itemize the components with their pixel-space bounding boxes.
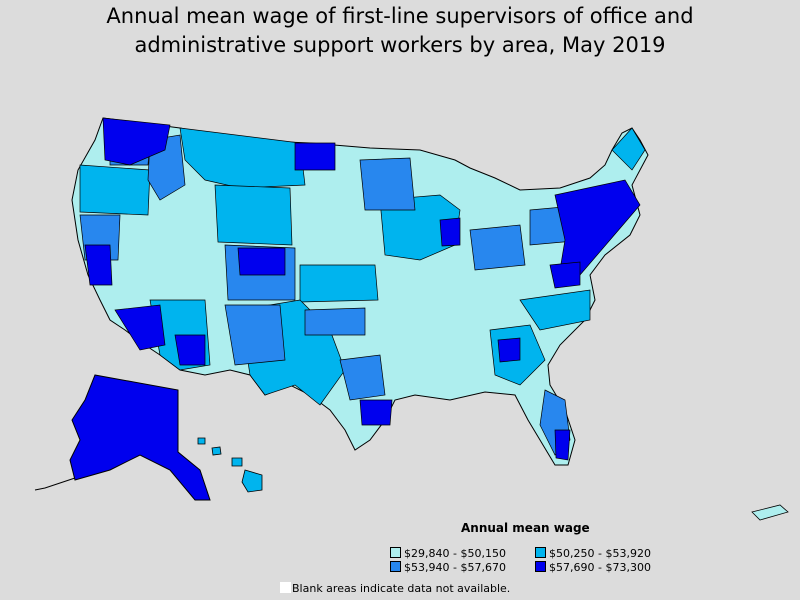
legend-swatch-1 xyxy=(390,547,401,558)
map-title: Annual mean wage of first-line superviso… xyxy=(0,2,800,60)
oklahoma-region xyxy=(304,307,366,336)
hawaii-kauai xyxy=(197,437,206,445)
texas-east-region xyxy=(339,354,386,401)
legend-item-2: $50,250 - $53,920 xyxy=(535,547,651,560)
colorado-denver-region xyxy=(237,247,286,276)
minnesota-region xyxy=(359,157,416,211)
legend-swatch-2 xyxy=(535,547,546,558)
maine-region xyxy=(611,127,646,171)
california-bay-region xyxy=(84,244,113,286)
alaska-aleutians xyxy=(34,477,76,491)
legend-item-4: $57,690 - $73,300 xyxy=(535,561,651,574)
hawaii xyxy=(197,437,263,493)
oregon-region xyxy=(79,164,151,216)
hawaii-big-island xyxy=(241,469,263,493)
texas-houston-region xyxy=(359,399,393,426)
legend-label-4: $57,690 - $73,300 xyxy=(549,561,651,574)
region-group-57690-73300 xyxy=(84,117,641,461)
new-mexico-region xyxy=(224,304,286,366)
ohio-region xyxy=(469,224,526,271)
dc-region xyxy=(549,261,581,289)
alaska xyxy=(69,374,211,501)
kansas-region xyxy=(299,264,379,303)
washington-west-region xyxy=(102,117,171,166)
title-line-1: Annual mean wage of first-line superviso… xyxy=(106,4,694,28)
legend-swatch-3 xyxy=(390,561,401,572)
note-text: Blank areas indicate data not available. xyxy=(292,582,511,595)
hawaii-oahu xyxy=(211,446,222,456)
legend-title: Annual mean wage xyxy=(461,521,590,535)
wyoming-region xyxy=(214,184,293,246)
legend-label-1: $29,840 - $50,150 xyxy=(404,547,506,560)
hawaii-maui xyxy=(231,457,243,467)
florida-south-region xyxy=(554,429,571,461)
blank-swatch xyxy=(280,582,291,593)
california-south-region xyxy=(114,304,166,351)
legend-item-1: $29,840 - $50,150 xyxy=(390,547,506,560)
puerto-rico xyxy=(751,504,789,521)
chicago-region xyxy=(439,217,461,247)
northeast-corridor-region xyxy=(554,179,641,276)
georgia-atlanta-region xyxy=(497,337,521,363)
legend-item-3: $53,940 - $57,670 xyxy=(390,561,506,574)
legend-swatch-4 xyxy=(535,561,546,572)
title-line-2: administrative support workers by area, … xyxy=(134,33,666,57)
legend-label-2: $50,250 - $53,920 xyxy=(549,547,651,560)
blank-areas-note: Blank areas indicate data not available. xyxy=(280,582,510,595)
arizona-phoenix-region xyxy=(174,334,206,366)
nc-region xyxy=(519,289,591,331)
north-dakota-region xyxy=(294,142,336,171)
legend-label-3: $53,940 - $57,670 xyxy=(404,561,506,574)
